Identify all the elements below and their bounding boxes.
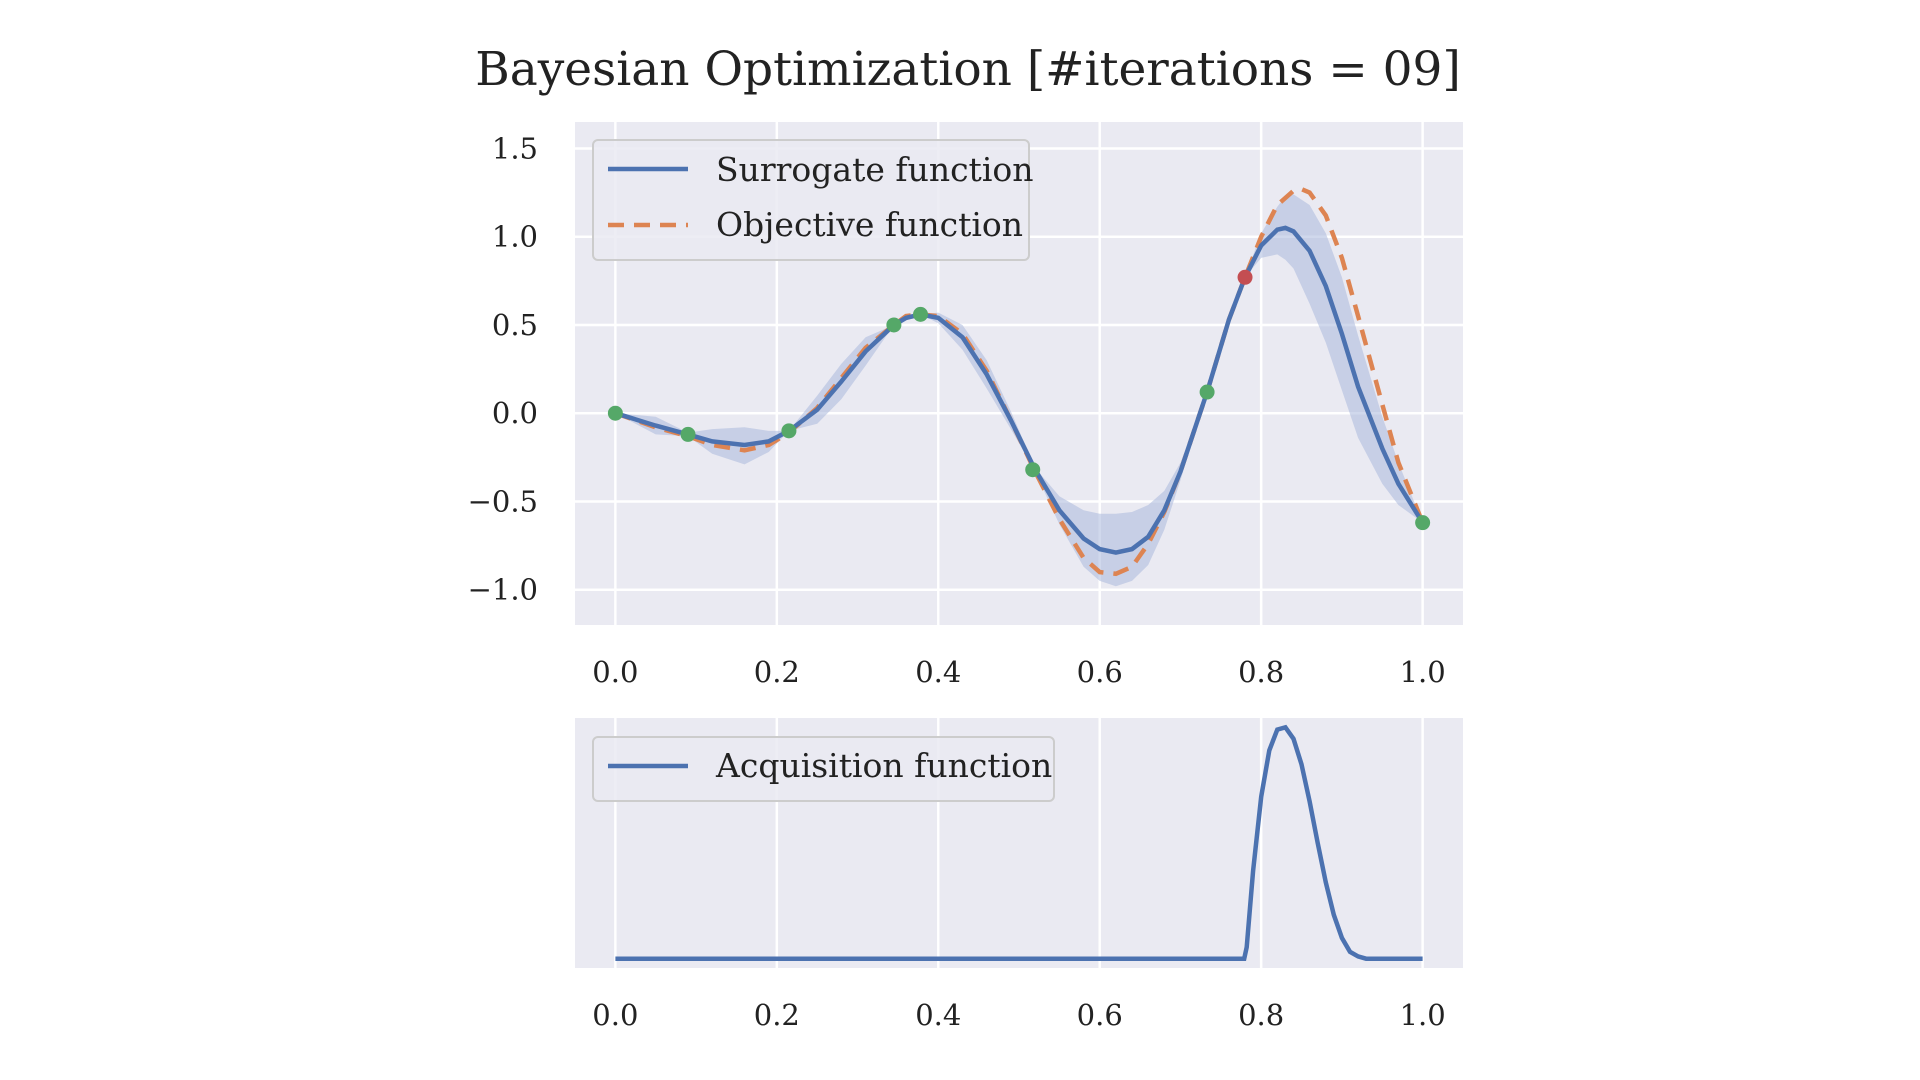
observed-points <box>607 269 1431 531</box>
observed-point <box>680 426 696 442</box>
bottom-x-tick-label: 1.0 <box>1400 998 1446 1032</box>
top-x-tick-label: 0.4 <box>915 655 961 689</box>
top-y-tick-label: 0.5 <box>492 308 538 342</box>
observed-point <box>781 423 797 439</box>
bottom-x-tick-label: 0.2 <box>754 998 800 1032</box>
top-y-tick-label: 1.0 <box>492 220 538 254</box>
bottom-x-tick-labels: 0.0 0.2 0.4 0.6 0.8 1.0 <box>592 998 1445 1032</box>
surrogate-function-line <box>614 225 1425 555</box>
observed-point <box>1199 384 1215 400</box>
bottom-x-tick-label: 0.4 <box>915 998 961 1032</box>
chart-title: Bayesian Optimization [#iterations = 09] <box>475 42 1461 97</box>
observed-point <box>1415 515 1431 531</box>
top-y-tick-label: 0.0 <box>492 396 538 430</box>
legend-acquisition-label: Acquisition function <box>715 746 1052 785</box>
top-panel: 0.0 0.2 0.4 0.6 0.8 1.0 1.51.00.50.0−0.5−1.0 … <box>468 122 1463 689</box>
bottom-legend-box <box>592 736 1055 802</box>
top-y-tick-label: 1.5 <box>492 131 538 165</box>
top-x-tick-label: 0.2 <box>754 655 800 689</box>
legend-surrogate-label: Surrogate function <box>716 150 1034 189</box>
top-y-tick-labels: 1.5 1.0 0.5 0.0 −0.5 −1.0 <box>468 131 538 606</box>
acquisition-function-line <box>615 724 1423 961</box>
objective-function-line <box>614 186 1425 577</box>
top-legend: Surrogate function Objective function <box>592 139 1034 261</box>
top-y-tick-label: −0.5 <box>468 484 538 518</box>
top-legend-box <box>592 139 1030 261</box>
top-x-tick-labels: 0.0 0.2 0.4 0.6 0.8 1.0 <box>592 655 1445 689</box>
top-x-tick-label: 1.0 <box>1400 655 1446 689</box>
bottom-x-tick-label: 0.8 <box>1238 998 1284 1032</box>
legend-objective-label: Objective function <box>716 205 1023 244</box>
bottom-x-tick-label: 0.6 <box>1077 998 1123 1032</box>
bottom-legend: Acquisition function <box>592 736 1055 802</box>
next-sample-point <box>1237 269 1253 285</box>
observed-point <box>1025 462 1041 478</box>
top-x-tick-label: 0.0 <box>592 655 638 689</box>
observed-point <box>607 405 623 421</box>
bottom-x-tick-label: 0.0 <box>592 998 638 1032</box>
bottom-panel: 0.0 0.2 0.4 0.6 0.8 1.0 Acquisition function <box>575 718 1463 1032</box>
top-y-tick-label: −1.0 <box>468 573 538 607</box>
observed-point <box>913 306 929 322</box>
observed-point <box>886 317 902 333</box>
top-x-tick-label: 0.6 <box>1077 655 1123 689</box>
top-x-tick-label: 0.8 <box>1238 655 1284 689</box>
